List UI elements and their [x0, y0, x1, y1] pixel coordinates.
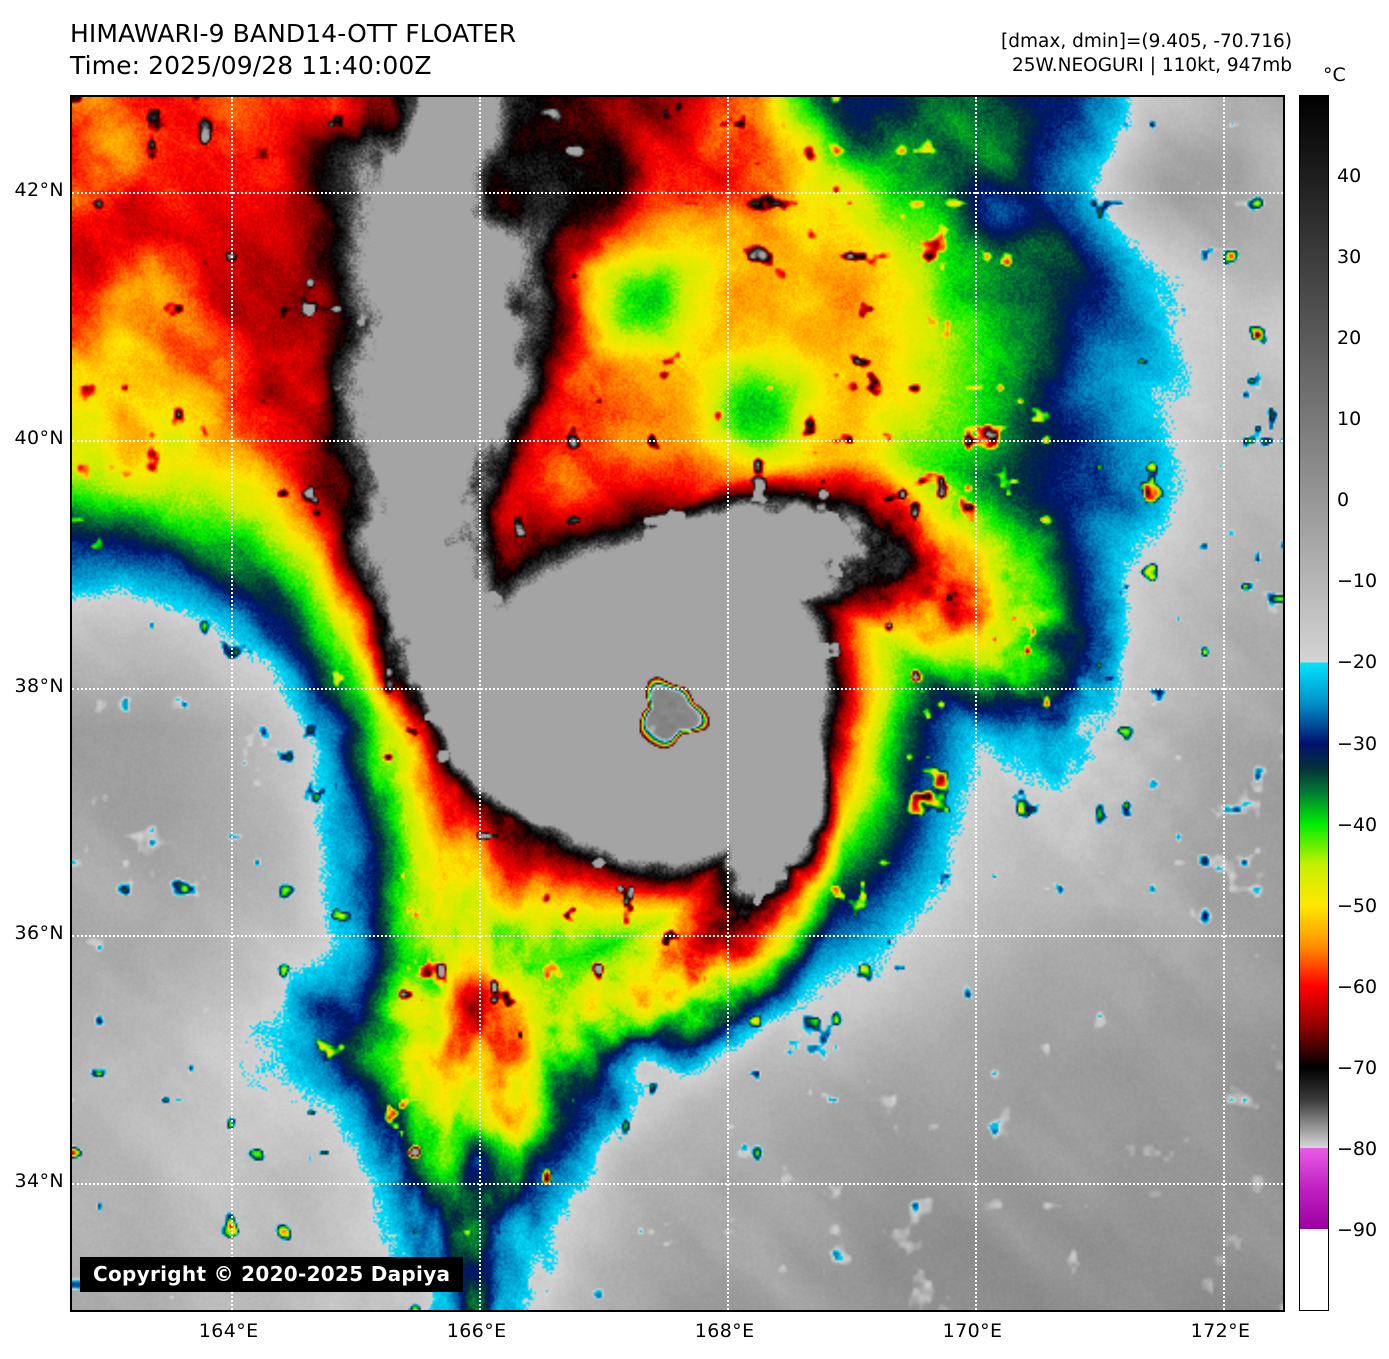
- colorbar-tick-label: −10: [1337, 570, 1377, 592]
- lon-tick-label: 172°E: [1191, 1320, 1251, 1342]
- colorbar-gradient: [1300, 96, 1328, 1310]
- page-title: HIMAWARI-9 BAND14-OTT FLOATER: [70, 18, 516, 50]
- header-meta-block: [dmax, dmin]=(9.405, -70.716) 25W.NEOGUR…: [1001, 30, 1292, 78]
- colorbar-tick-label: −50: [1337, 895, 1377, 917]
- lat-tick-label: 42°N: [15, 179, 65, 201]
- colorbar-tick-label: −90: [1337, 1219, 1377, 1241]
- colorbar-tick-label: −70: [1337, 1057, 1377, 1079]
- lat-tick-label: 36°N: [15, 922, 65, 944]
- colorbar-tick-label: −80: [1337, 1138, 1377, 1160]
- colorbar-tick-label: 20: [1337, 327, 1361, 349]
- colorbar-tick-label: −40: [1337, 814, 1377, 836]
- lon-tick-label: 166°E: [447, 1320, 507, 1342]
- colorbar-tick-label: 0: [1337, 489, 1349, 511]
- dmax-dmin-label: [dmax, dmin]=(9.405, -70.716): [1001, 30, 1292, 54]
- copyright-badge: Copyright © 2020-2025 Dapiya: [80, 1257, 463, 1292]
- temperature-colorbar[interactable]: [1299, 95, 1329, 1311]
- header-title-block: HIMAWARI-9 BAND14-OTT FLOATER Time: 2025…: [70, 18, 516, 82]
- lon-tick-label: 170°E: [943, 1320, 1003, 1342]
- lon-tick-label: 168°E: [695, 1320, 755, 1342]
- satellite-image-plot[interactable]: Copyright © 2020-2025 Dapiya: [70, 95, 1285, 1312]
- colorbar-tick-label: −20: [1337, 651, 1377, 673]
- lat-tick-label: 40°N: [15, 427, 65, 449]
- timestamp-label: Time: 2025/09/28 11:40:00Z: [70, 50, 516, 82]
- lon-tick-label: 164°E: [199, 1320, 259, 1342]
- colorbar-tick-label: 30: [1337, 246, 1361, 268]
- colorbar-tick-label: 40: [1337, 165, 1361, 187]
- satellite-infrared-canvas: [72, 97, 1283, 1310]
- colorbar-tick-label: −60: [1337, 976, 1377, 998]
- colorbar-tick-label: 10: [1337, 408, 1361, 430]
- colorbar-tick-label: −30: [1337, 733, 1377, 755]
- lat-tick-label: 34°N: [15, 1170, 65, 1192]
- lat-tick-label: 38°N: [15, 675, 65, 697]
- storm-info-label: 25W.NEOGURI | 110kt, 947mb: [1001, 54, 1292, 78]
- colorbar-unit-label: °C: [1323, 64, 1346, 86]
